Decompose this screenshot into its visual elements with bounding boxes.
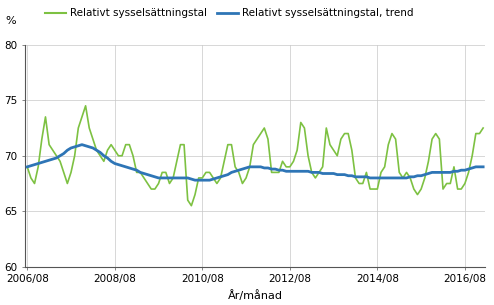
Legend: Relativt sysselsättningstal, Relativt sysselsättningstal, trend: Relativt sysselsättningstal, Relativt sy… — [45, 8, 413, 18]
Text: %: % — [5, 16, 16, 26]
X-axis label: År/månad: År/månad — [228, 290, 283, 301]
